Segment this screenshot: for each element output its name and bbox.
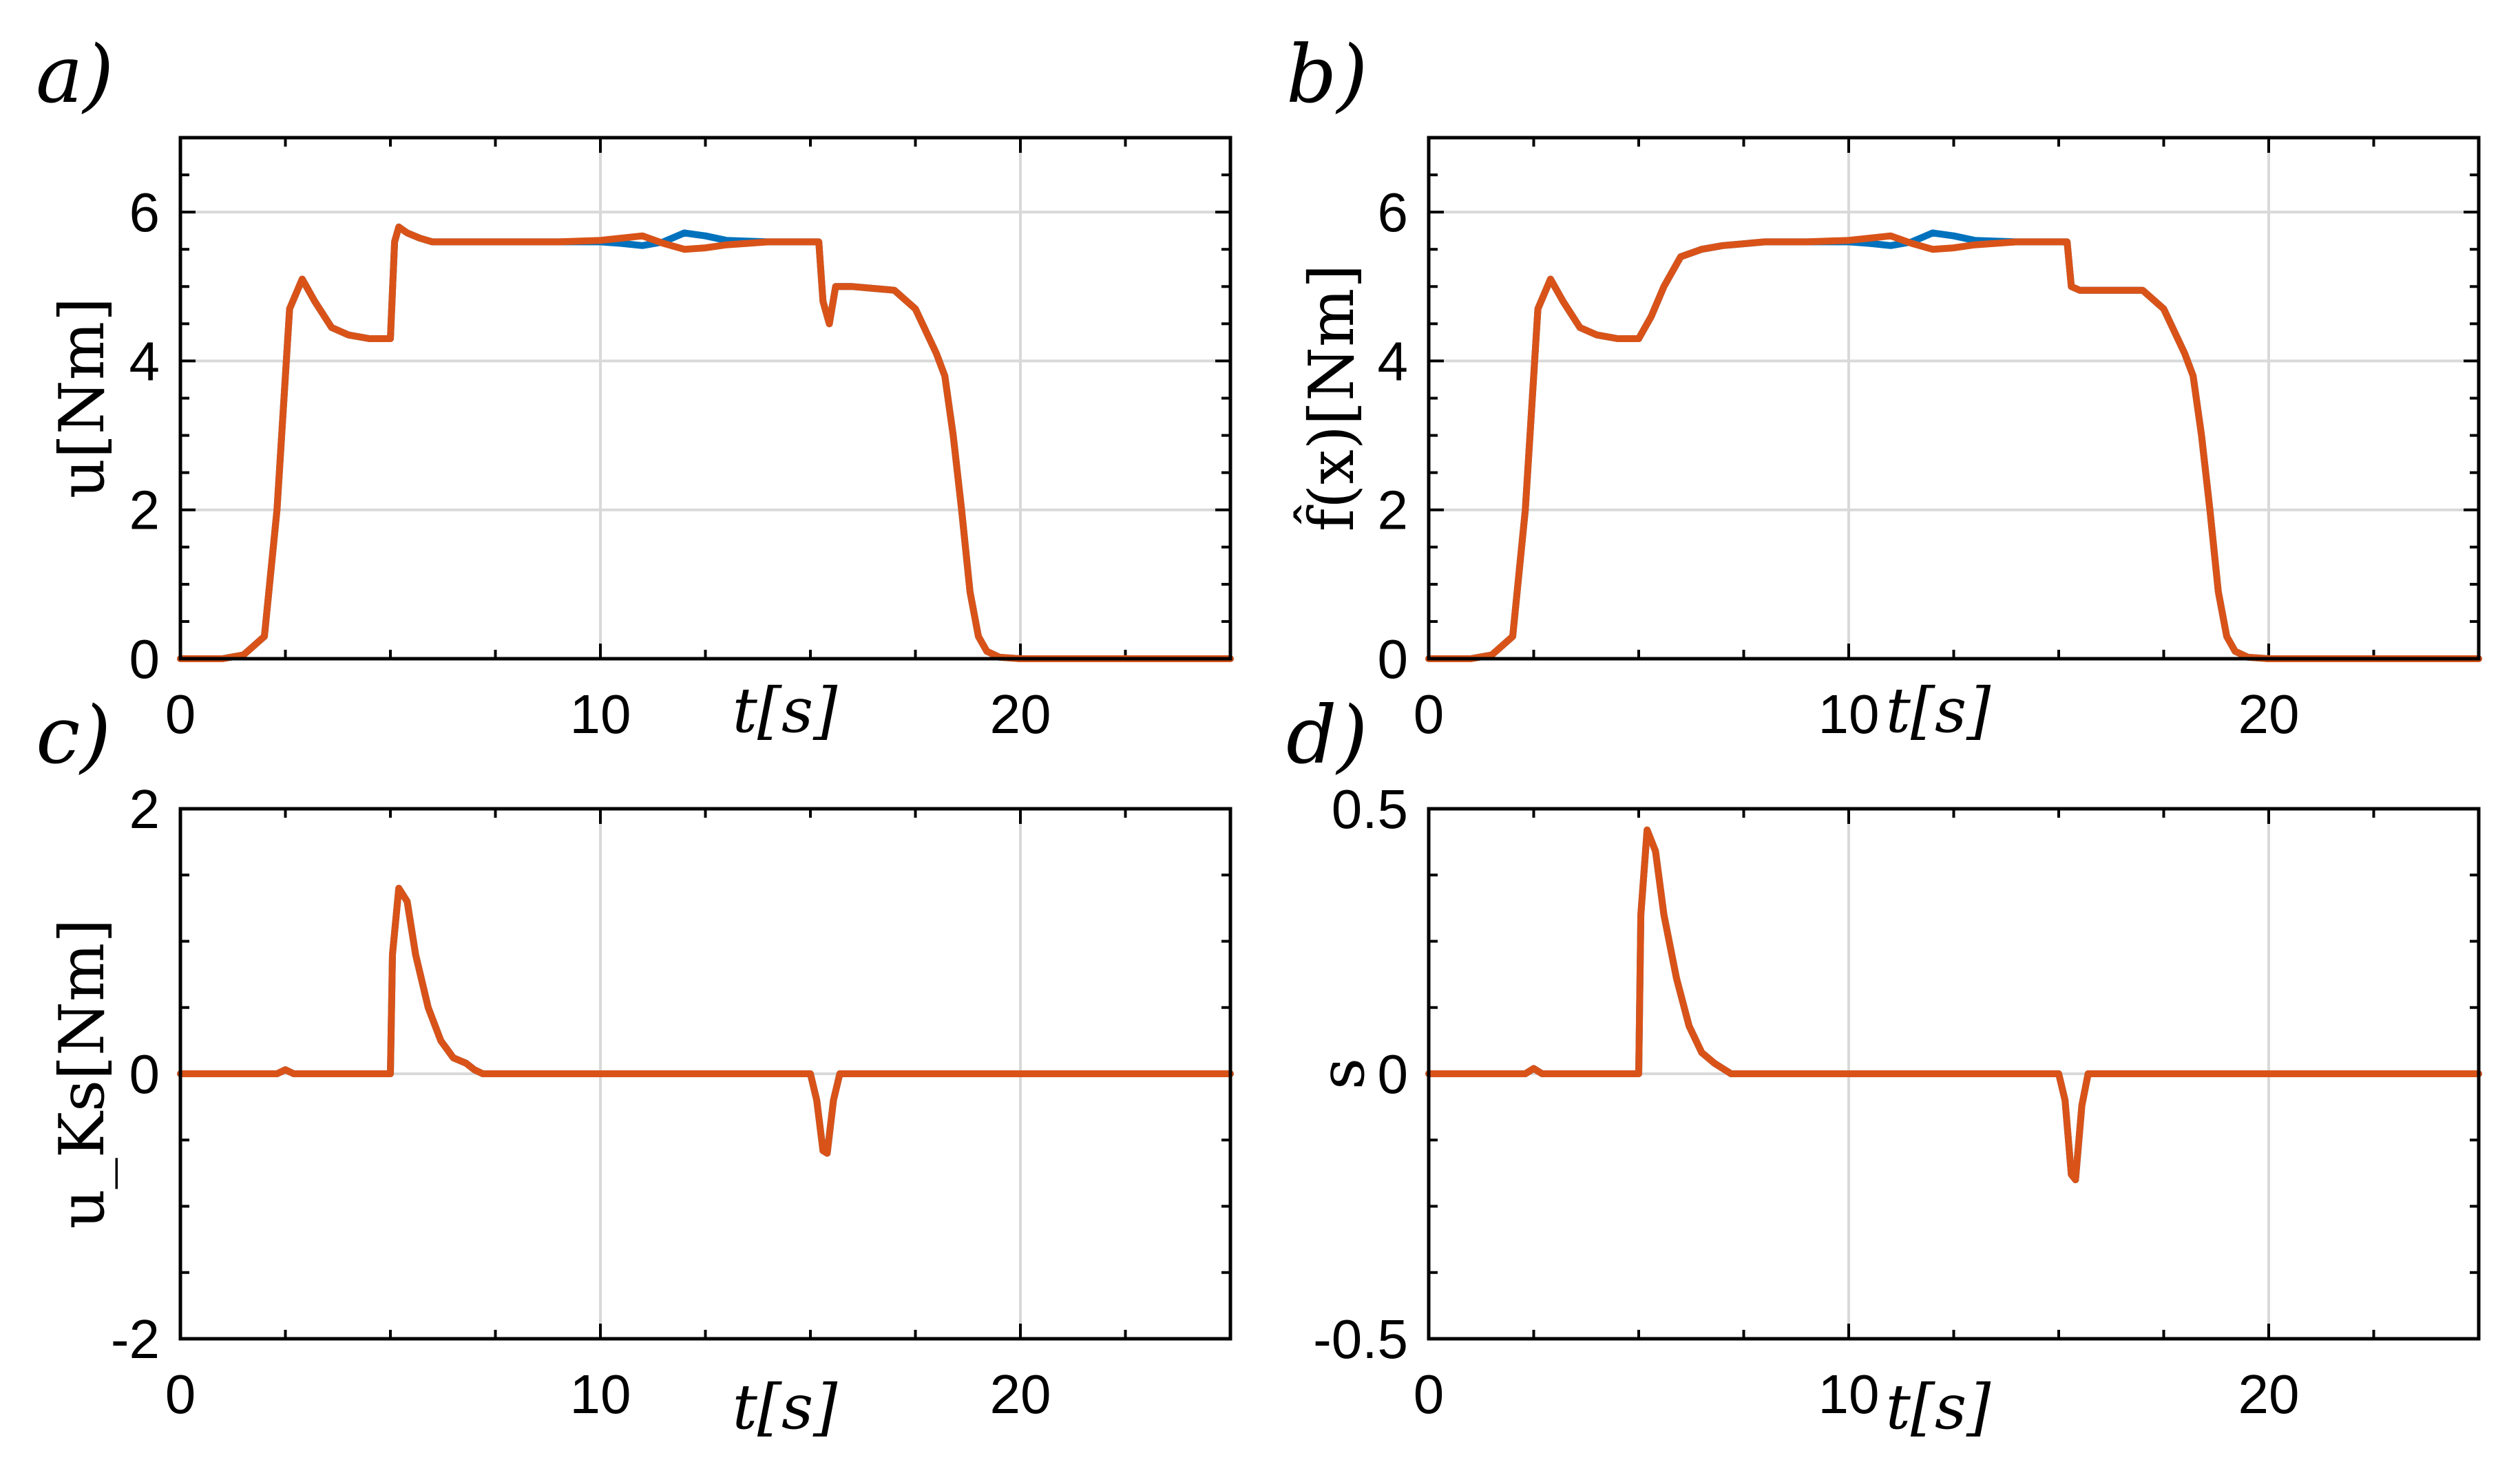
x-axis-label: t[s] [1886,1371,1991,1443]
axes-frame [178,136,1232,661]
y-tick-label: 0 [1378,628,1409,690]
x-axis-label: t[s] [1886,675,1991,747]
y-tick-label: 4 [129,330,160,392]
series-line-blue [1425,229,2482,662]
y-axis-label: f̂(x)[Nm] [1293,264,1368,532]
x-axis-label: t[s] [733,675,838,747]
x-tick-label: 0 [165,1364,196,1425]
y-tick-label: 2 [129,480,160,541]
series-line-orange [177,223,1234,662]
y-tick-label: 4 [1378,330,1409,392]
x-tick-label: 0 [165,683,196,745]
series-line-blue [177,884,1234,1157]
x-tick-label: 10 [1818,1364,1880,1425]
series-line-orange [177,884,1234,1157]
y-tick-label: -2 [111,1308,160,1370]
y-tick-label: 6 [129,182,160,243]
x-axis-label: t[s] [733,1371,838,1443]
y-axis-label: s [1306,1058,1378,1090]
x-tick-label: 10 [570,683,631,745]
y-tick-label: 2 [1378,480,1409,541]
axes-frame [1427,136,2481,661]
y-axis-label: u_Ks[Nm] [46,919,118,1229]
chart-panel-b: 0 10 20 0 2 4 6b) t[s] f̂(x)[Nm] [1286,29,2482,747]
x-tick-label: 10 [1818,683,1880,745]
panel-tag: c) [36,690,111,782]
axes-frame [1427,807,2481,1341]
y-tick-label: 0 [129,1043,160,1105]
y-tick-label: 0 [129,628,160,690]
y-tick-label: 6 [1378,182,1409,243]
y-tick-label: 0.5 [1332,778,1408,840]
panel-tag: a) [36,29,114,121]
y-tick-label: 2 [129,778,160,840]
y-tick-label: -0.5 [1313,1308,1408,1370]
chart-panel-a: 0 10 20 0 2 4 6a) t[s] u[Nm] [36,29,1234,747]
x-tick-label: 20 [2238,1364,2300,1425]
x-tick-label: 20 [990,683,1051,745]
x-tick-label: 20 [2238,683,2300,745]
chart-panel-d: 0 10 20-0.500.5d)t[s]s [1286,690,2482,1443]
panel-tag: b) [1286,29,1367,121]
series-line-orange [1425,826,2482,1183]
series-line-blue [177,223,1234,662]
y-tick-label: 0 [1378,1043,1409,1105]
y-axis-label: u[Nm] [46,297,118,498]
x-tick-label: 0 [1414,683,1445,745]
panel-tag: d) [1286,690,1367,782]
series-line-orange [1425,232,2482,662]
x-tick-label: 10 [570,1364,631,1425]
axes-frame [178,807,1232,1341]
series-line-blue [1425,826,2482,1183]
x-tick-label: 0 [1414,1364,1445,1425]
x-tick-label: 20 [990,1364,1051,1425]
